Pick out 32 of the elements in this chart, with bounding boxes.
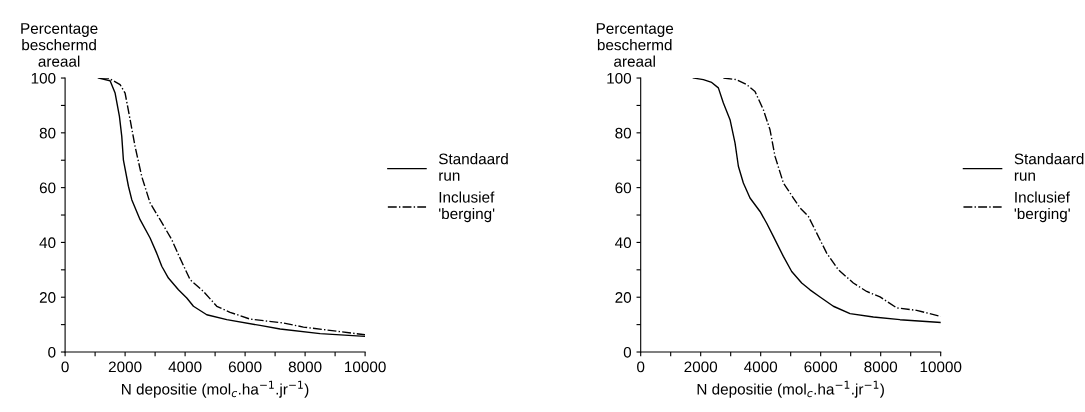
x-tick-label: 0 — [61, 361, 69, 373]
legend-label: Inclusief 'berging' — [439, 191, 495, 223]
x-tick-label: 8000 — [288, 361, 322, 373]
y-tick-label: 80 — [615, 127, 632, 139]
y-tick-label: 40 — [39, 237, 56, 249]
y-tick-label: 80 — [39, 127, 56, 139]
x-axis-title: N depositie (mol$_{c}$.ha$^{−1}$.jr$^{−1}$) — [122, 380, 309, 398]
x-tick-label: 2000 — [108, 361, 142, 373]
y-tick-label: 60 — [39, 182, 56, 194]
x-tick-label: 10000 — [920, 361, 962, 373]
x-tick-label: 6000 — [228, 361, 262, 373]
x-tick-label: 6000 — [804, 361, 838, 373]
y-axis-title: Percentage beschermd areaal — [596, 23, 674, 67]
y-tick-label: 20 — [39, 292, 56, 303]
y-tick-label: 60 — [615, 182, 632, 194]
x-tick-label: 10000 — [345, 361, 386, 373]
legend-label: Standaard run — [438, 153, 508, 181]
x-tick-label: 0 — [637, 361, 645, 373]
y-tick-label: 100 — [607, 72, 632, 84]
y-axis-title: Percentage beschermd areaal — [21, 23, 98, 67]
y-tick-label: 0 — [48, 346, 56, 358]
legend-label: Standaard run — [1014, 153, 1084, 181]
y-tick-label: 0 — [623, 346, 632, 358]
x-axis-title: N depositie (mol$_{c}$.ha$^{−1}$.jr$^{−1}$) — [697, 380, 884, 398]
legend-label: Inclusief 'berging' — [1014, 191, 1070, 223]
x-tick-label: 4000 — [168, 361, 202, 373]
x-tick-label: 2000 — [684, 361, 718, 373]
y-tick-label: 20 — [615, 292, 632, 303]
y-tick-label: 100 — [31, 72, 56, 84]
y-tick-label: 40 — [615, 237, 632, 249]
x-tick-label: 4000 — [744, 361, 778, 373]
x-tick-label: 8000 — [864, 361, 898, 373]
